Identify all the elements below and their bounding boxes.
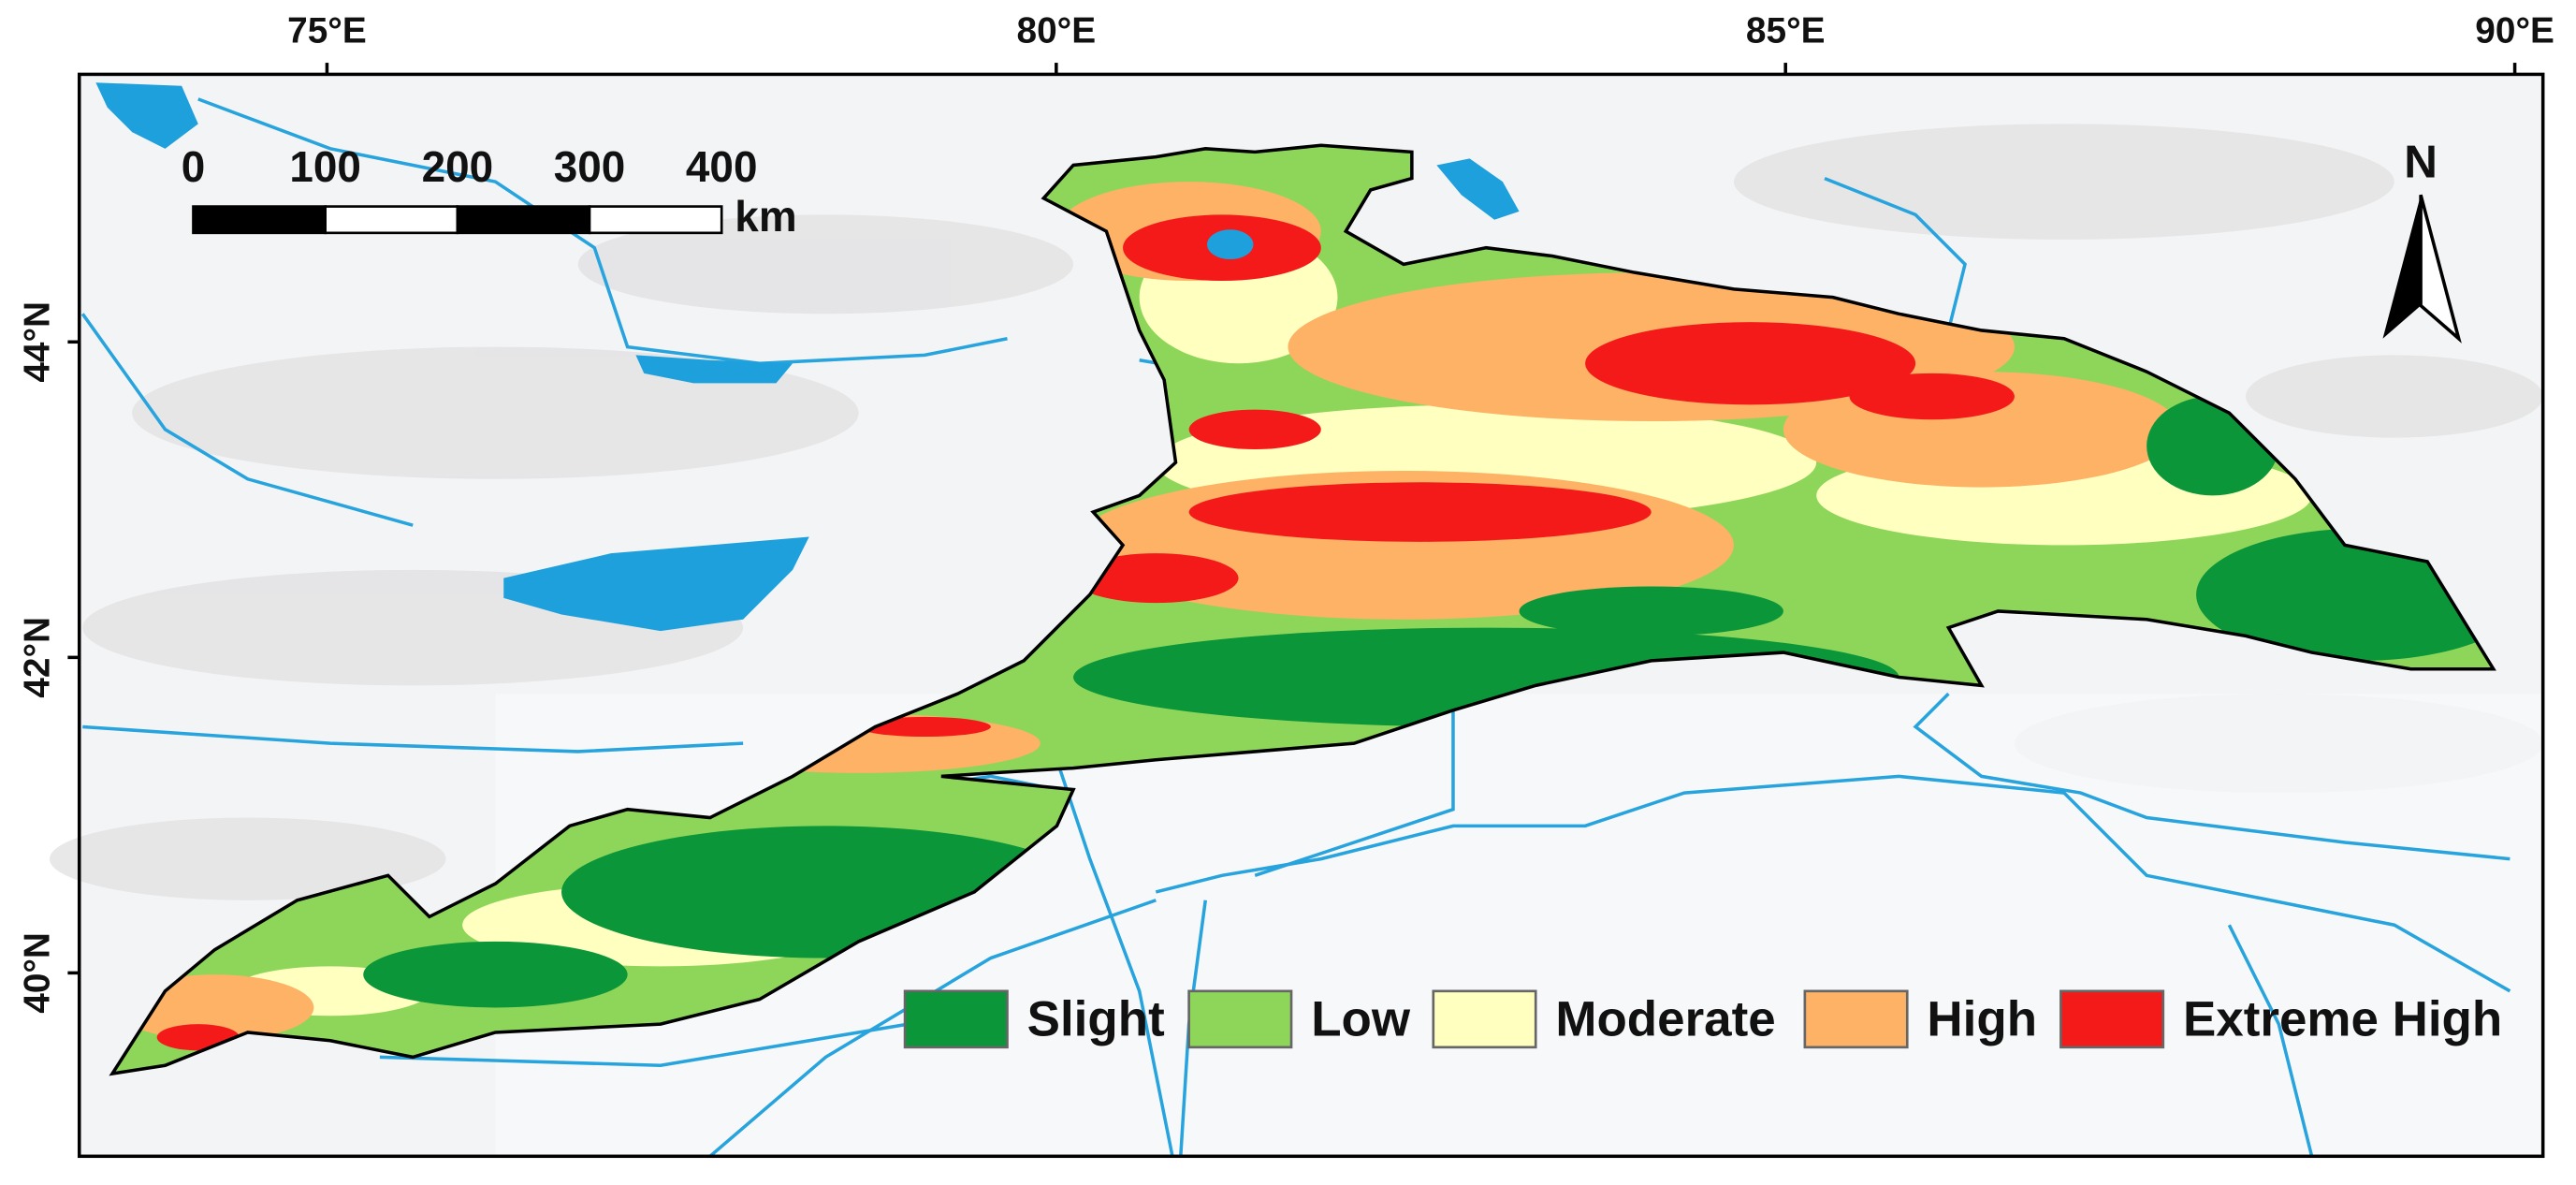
scale-label: 0 xyxy=(182,142,206,191)
lon-label: 80°E xyxy=(1017,11,1097,51)
scale-label: 300 xyxy=(554,142,626,191)
lakes xyxy=(95,82,1520,632)
legend-label: Moderate xyxy=(1555,991,1775,1046)
lat-label: 42°N xyxy=(18,617,58,698)
legend-label: High xyxy=(1927,991,2037,1046)
legend-swatch xyxy=(1187,989,1293,1049)
scale-label: 200 xyxy=(422,142,494,191)
legend-label: Low xyxy=(1311,991,1411,1046)
lon-label: 75°E xyxy=(287,11,367,51)
legend-swatch xyxy=(903,989,1009,1049)
scale-segment xyxy=(192,205,327,235)
scale-segment xyxy=(324,205,459,235)
lon-label: 90°E xyxy=(2475,11,2554,51)
north-label: N xyxy=(2404,137,2438,188)
scale-label: 400 xyxy=(686,142,758,191)
legend-swatch xyxy=(1432,989,1537,1049)
north-arrow: N xyxy=(2382,137,2462,344)
scale-unit: km xyxy=(735,192,796,241)
lat-label: 44°N xyxy=(18,301,58,383)
map-frame xyxy=(77,72,2545,1159)
scale-segment xyxy=(456,205,591,235)
scale-segment xyxy=(588,205,723,235)
legend-label: Extreme High xyxy=(2183,991,2502,1046)
legend-swatch xyxy=(2059,989,2165,1049)
legend-label: Slight xyxy=(1027,991,1165,1046)
legend-swatch xyxy=(1803,989,1909,1049)
lon-label: 85°E xyxy=(1746,11,1826,51)
lat-label: 40°N xyxy=(18,932,58,1014)
scale-label: 100 xyxy=(289,142,361,191)
